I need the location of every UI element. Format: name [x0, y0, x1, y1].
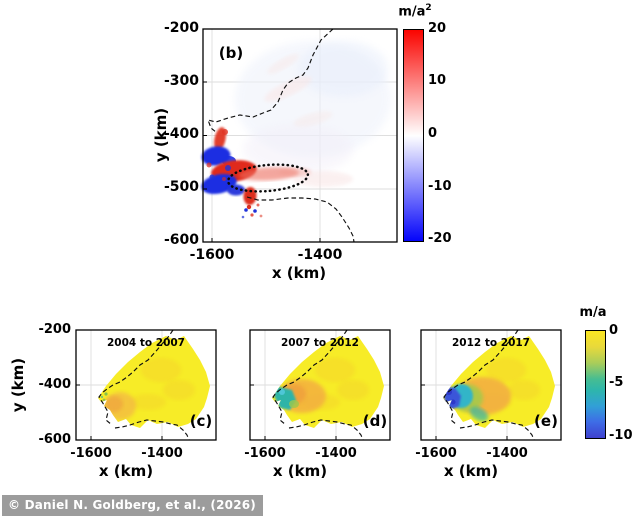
panel-b-ytick: -400	[163, 126, 199, 142]
panel-d-letter: (d)	[362, 412, 388, 430]
colorbar-acceleration-tick: -20	[428, 231, 452, 246]
panel-b-ytick: -200	[163, 20, 199, 36]
panel-b-faint-speckle-field	[235, 41, 391, 187]
attribution-credit: © Daniel N. Goldberg, et al., (2026)	[2, 495, 263, 516]
colorbar-acceleration-tick: 0	[428, 126, 438, 141]
panel-e-xtick: -1600	[415, 446, 457, 461]
colorbar-thinning-title: m/a	[579, 305, 607, 320]
panel-b-ytick: -600	[163, 232, 199, 248]
panel-c-xtick: -1400	[141, 446, 183, 461]
panel-e-border	[420, 329, 562, 441]
panel-e-map	[420, 329, 562, 441]
panel-c-xlabel: x (km)	[98, 462, 154, 480]
colorbar-acceleration-tick: -10	[428, 179, 452, 194]
panel-b-map	[201, 28, 398, 243]
colorbar-thinning	[585, 330, 606, 439]
panel-d-xlabel: x (km)	[272, 462, 328, 480]
colorbar-thinning-tick: -10	[609, 428, 633, 443]
panel-d-thinning-field	[272, 358, 369, 413]
colorbar-acceleration-title-sup: 2	[425, 3, 432, 13]
panel-b-border	[202, 28, 398, 243]
panel-b-xlabel: x (km)	[271, 264, 327, 282]
colorbar-acceleration	[403, 29, 424, 242]
panel-b-letter: (b)	[218, 44, 244, 62]
panel-b-xtick: -1400	[297, 247, 343, 263]
panel-e-period: 2012 to 2017	[452, 337, 530, 349]
highlight-dotted-ellipse	[226, 163, 310, 193]
panel-d-xtick: -1400	[315, 446, 357, 461]
panel-d-period: 2007 to 2012	[281, 337, 359, 349]
panel-b-ytick: -500	[163, 179, 199, 195]
panel-b-xtick: -1600	[189, 247, 235, 263]
panel-c-thinning-field	[100, 358, 195, 420]
panel-d-xtick: -1600	[244, 446, 286, 461]
panel-b-ytick: -300	[163, 73, 199, 89]
boundary-dashed-north	[207, 28, 334, 134]
colorbar-acceleration-tick: 20	[428, 21, 447, 36]
panel-c-letter: (c)	[189, 412, 213, 430]
panel-e-letter: (e)	[534, 412, 558, 430]
colorbar-acceleration-title-base: m/a	[398, 4, 426, 20]
panel-e-xtick: -1400	[486, 446, 528, 461]
colorbar-thinning-tick: 0	[609, 323, 619, 338]
panel-d-map	[249, 329, 391, 441]
panel-c-map	[75, 329, 217, 441]
bottom-ytick: -400	[38, 377, 71, 392]
panel-d-border	[249, 329, 391, 441]
panel-c-xtick: -1600	[70, 446, 112, 461]
panel-c-period: 2004 to 2007	[107, 337, 185, 349]
colorbar-thinning-tick: -5	[609, 375, 624, 390]
panel-b-tickmarks	[203, 81, 321, 242]
boundary-dashed-south	[246, 196, 355, 243]
panel-e-xlabel: x (km)	[443, 462, 499, 480]
colorbar-acceleration-title: m/a2	[385, 3, 445, 20]
panel-c-border	[75, 329, 217, 441]
bottom-ytick: -200	[38, 322, 71, 337]
colorbar-acceleration-tick: 10	[428, 73, 447, 88]
bottom-ytick: -600	[38, 432, 71, 447]
